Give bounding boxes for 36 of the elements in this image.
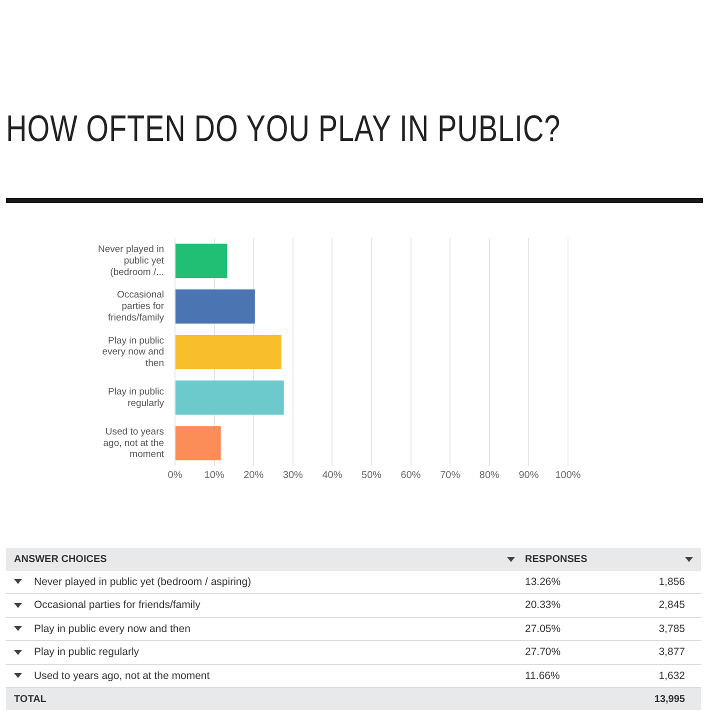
- text: TOTAL: [14, 694, 46, 705]
- x-tick-label: 40%: [322, 470, 342, 481]
- text: 1,632: [658, 670, 685, 682]
- x-tick-label: 30%: [282, 470, 304, 481]
- y-tick-label: Play in public regularly: [108, 386, 164, 409]
- x-tick-label: 70%: [440, 470, 460, 481]
- text: 13.26%: [525, 576, 561, 588]
- x-tick-label: 0%: [168, 470, 182, 481]
- text: 1,856: [658, 576, 685, 588]
- x-tick-label: 100%: [555, 470, 581, 481]
- category-label: Play in public regularly: [34, 646, 140, 658]
- x-tick-label: 90%: [518, 470, 539, 481]
- x-tick-label: 80%: [479, 470, 500, 481]
- x-tick-label: 20%: [244, 470, 264, 481]
- text: Never played in public yet (bedroom / aspiring): [34, 576, 252, 588]
- text: 13,995: [654, 694, 685, 705]
- y-tick-label: Play in public every now and then: [102, 335, 164, 370]
- category-label: Occasional parties for friends/family: [34, 599, 200, 612]
- text: 20.33%: [525, 599, 561, 612]
- x-tick-label: 60%: [400, 470, 421, 481]
- x-tick-label: 50%: [361, 470, 382, 481]
- text: 3,877: [658, 646, 685, 658]
- text: 27.70%: [525, 646, 561, 658]
- text: 27.05%: [525, 622, 561, 635]
- y-tick-label: Occasional parties for friends/family: [108, 290, 164, 324]
- category-label: Used to years ago, not at the moment: [34, 670, 210, 682]
- x-tick-label: 10%: [204, 470, 224, 481]
- chart-title: HOW OFTEN DO YOU PLAY IN PUBLIC?: [6, 108, 561, 150]
- text: ANSWER CHOICES: [14, 554, 107, 565]
- text: 3,785: [658, 622, 685, 635]
- text: 2,845: [658, 599, 685, 612]
- y-tick-label: Used to years ago, not at the moment: [103, 426, 164, 460]
- category-label: Play in public every now and then: [34, 622, 190, 635]
- y-tick-label: Never played in public yet (bedroom /...: [98, 244, 164, 278]
- text: RESPONSES: [525, 554, 588, 565]
- text: 11.66%: [525, 670, 560, 682]
